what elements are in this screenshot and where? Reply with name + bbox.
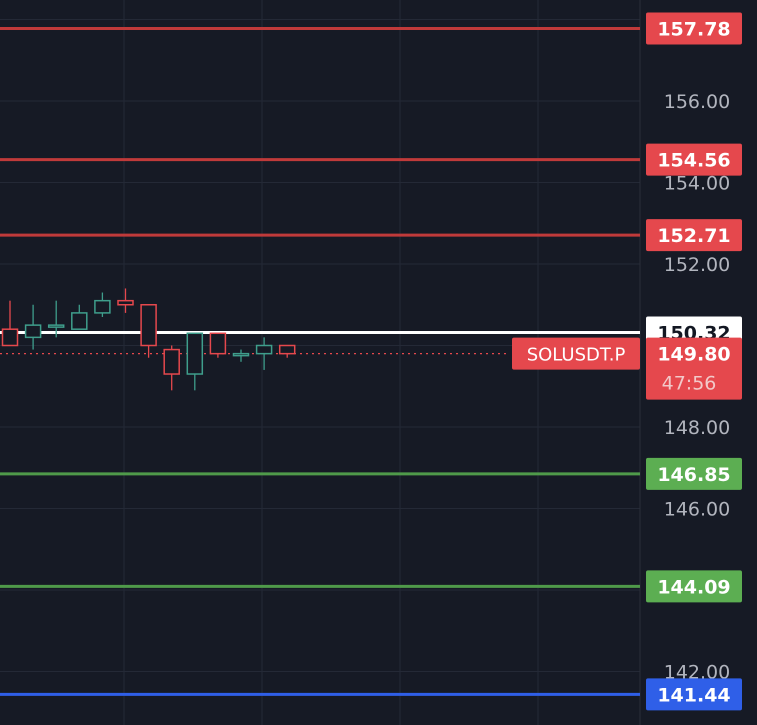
candle-body[interactable] — [232, 352, 250, 357]
price-level-label-bg — [646, 143, 742, 176]
price-level-label[interactable]: 144.09 — [646, 570, 742, 603]
candle-body[interactable] — [209, 332, 227, 355]
price-level-label[interactable]: 152.71 — [646, 219, 742, 252]
candle-body[interactable] — [24, 324, 42, 339]
candle-body[interactable] — [186, 332, 204, 375]
y-tick-label: 142.00 — [664, 662, 730, 684]
symbol-tag-text: SOLUSDT.P — [527, 345, 626, 366]
price-level-label-text: 146.85 — [657, 464, 730, 486]
candle-body[interactable] — [94, 299, 111, 314]
price-level-label-bg — [646, 570, 742, 603]
price-level-label-bg — [646, 219, 742, 252]
y-axis-ticks: 142.00 146.00 148.00 152.00 154.00 156.00 — [664, 91, 730, 684]
candle-body[interactable] — [71, 312, 88, 330]
price-level-label[interactable]: 146.85 — [646, 457, 742, 490]
price-level-label-bg — [646, 678, 742, 711]
last-price-label[interactable]: 149.80 47:56 — [646, 337, 742, 400]
price-level-label-bg — [646, 12, 742, 45]
candle-body[interactable] — [47, 324, 65, 328]
candle-body[interactable] — [1, 328, 19, 347]
last-price-value: 149.80 — [657, 344, 730, 366]
price-level-label-text: 157.78 — [657, 18, 730, 40]
y-tick-label: 152.00 — [664, 254, 730, 276]
price-labels[interactable]: 157.78154.56152.71150.32146.85144.09141.… — [512, 12, 742, 711]
price-level-label-text: 152.71 — [657, 225, 730, 247]
price-level-label-text: 141.44 — [657, 684, 730, 706]
price-level-label[interactable]: 141.44 — [646, 678, 742, 711]
candle-body[interactable] — [140, 304, 157, 347]
candle-body[interactable] — [117, 299, 134, 306]
price-level-label-bg — [646, 457, 742, 490]
price-level-label[interactable]: 154.56 — [646, 143, 742, 176]
candles-layer[interactable] — [1, 288, 296, 391]
symbol-tag-bg — [512, 337, 640, 370]
price-level-label-text: 144.09 — [657, 576, 730, 598]
last-price-label-bg — [646, 337, 742, 400]
y-tick-label: 146.00 — [664, 499, 730, 521]
y-tick-label: 156.00 — [664, 91, 730, 113]
symbol-tag[interactable]: SOLUSDT.P — [512, 337, 640, 370]
horizontal-levels[interactable] — [0, 26, 640, 696]
countdown-timer: 47:56 — [662, 373, 717, 395]
candle-body[interactable] — [255, 344, 273, 355]
y-tick-label: 154.00 — [664, 173, 730, 195]
y-tick-label: 148.00 — [664, 417, 730, 439]
price-level-label-text: 154.56 — [657, 150, 730, 172]
candle-body[interactable] — [278, 344, 296, 355]
price-level-label[interactable]: 157.78 — [646, 12, 742, 45]
candle-body[interactable] — [163, 348, 180, 375]
